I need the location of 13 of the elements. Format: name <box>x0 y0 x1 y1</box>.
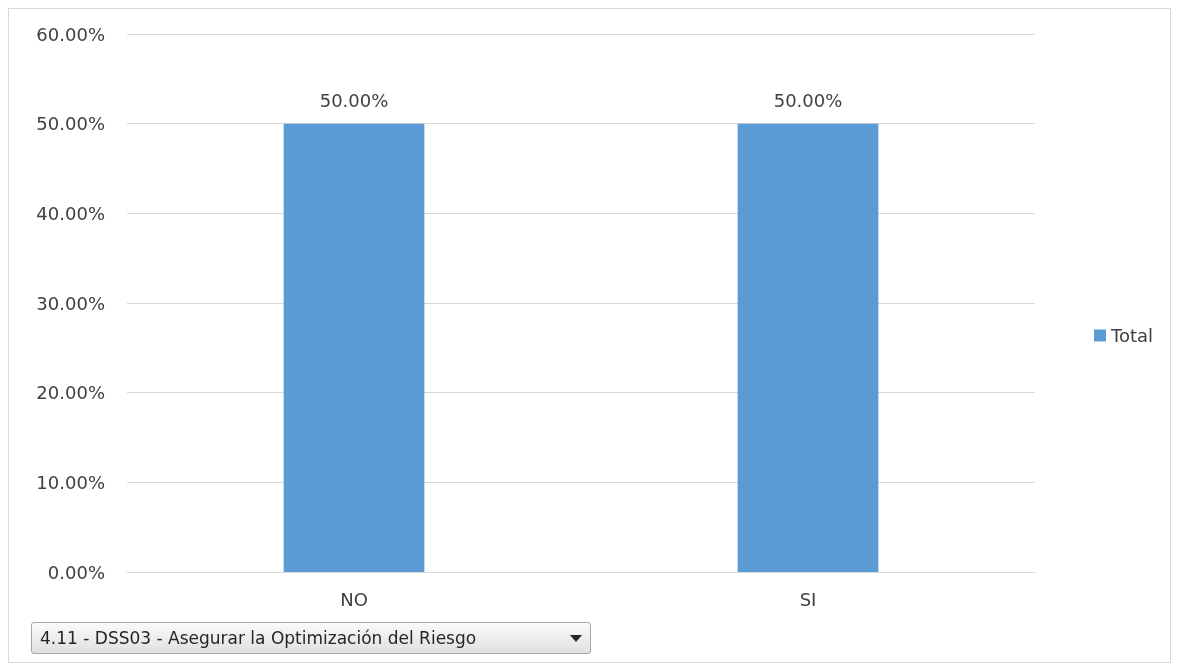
x-tick-label: SI <box>799 588 817 610</box>
y-tick-label: 50.00% <box>36 113 105 135</box>
y-tick-label: 0.00% <box>47 561 105 583</box>
y-tick-label: 40.00% <box>36 202 105 224</box>
data-label: 50.00% <box>773 90 843 112</box>
x-tick-label: NO <box>340 588 368 610</box>
y-tick-label: 30.00% <box>36 292 105 314</box>
data-label: 50.00% <box>319 90 389 112</box>
y-tick-label: 10.00% <box>36 471 105 493</box>
y-tick-label: 20.00% <box>36 382 105 404</box>
y-tick-label: 60.00% <box>36 23 105 45</box>
legend-label: Total <box>1109 325 1154 346</box>
text: 4.11 - DSS03 - Asegurar la Optimización del Riesgo <box>40 628 478 648</box>
